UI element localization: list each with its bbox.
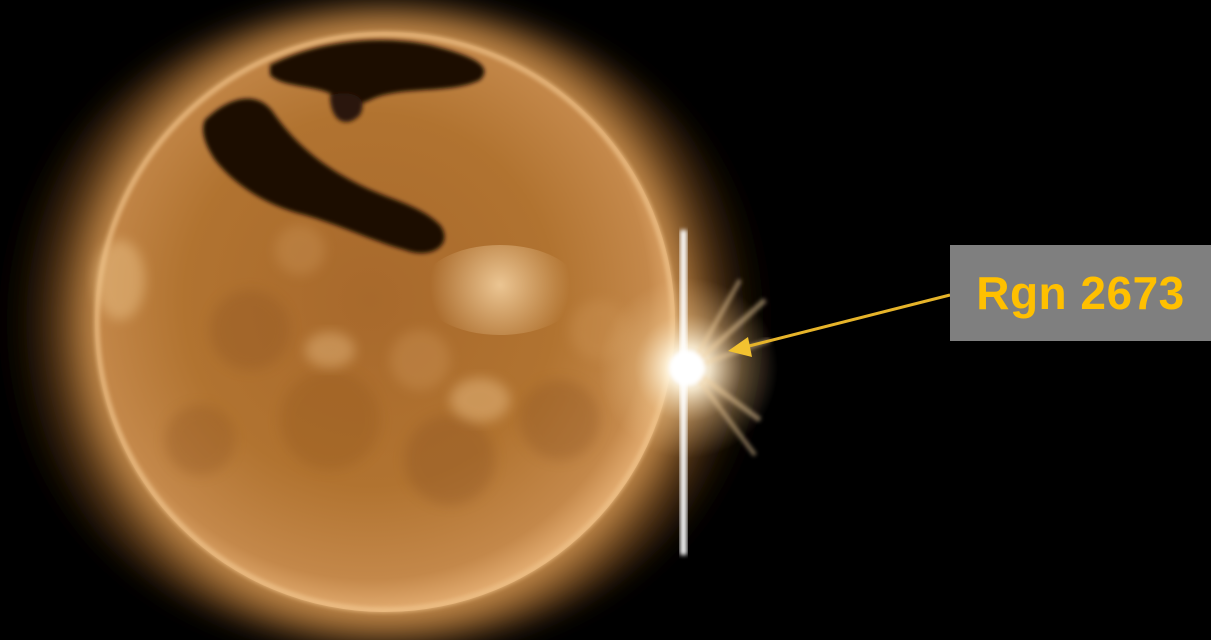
annotation-arrowhead bbox=[728, 337, 752, 357]
coronal-hole bbox=[203, 40, 485, 254]
region-label-box: Rgn 2673 bbox=[950, 245, 1211, 341]
region-label: Rgn 2673 bbox=[976, 267, 1185, 319]
annotation-arrow-line bbox=[744, 293, 951, 349]
surface-texture bbox=[165, 225, 630, 505]
flare-streak bbox=[680, 230, 687, 555]
bright-region bbox=[420, 245, 580, 335]
bright-region bbox=[305, 332, 355, 368]
flare-core bbox=[669, 350, 705, 386]
bright-region bbox=[450, 378, 510, 422]
bright-region bbox=[95, 240, 145, 320]
